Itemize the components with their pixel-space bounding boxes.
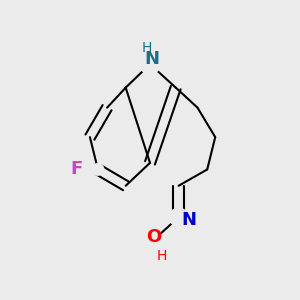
Text: H: H xyxy=(142,41,152,56)
Circle shape xyxy=(169,208,188,226)
Text: N: N xyxy=(145,50,160,68)
Circle shape xyxy=(140,54,160,74)
Text: N: N xyxy=(181,211,196,229)
Circle shape xyxy=(144,231,163,249)
Text: O: O xyxy=(146,228,161,246)
Text: H: H xyxy=(156,249,167,263)
Text: F: F xyxy=(70,160,82,178)
Circle shape xyxy=(92,164,104,175)
